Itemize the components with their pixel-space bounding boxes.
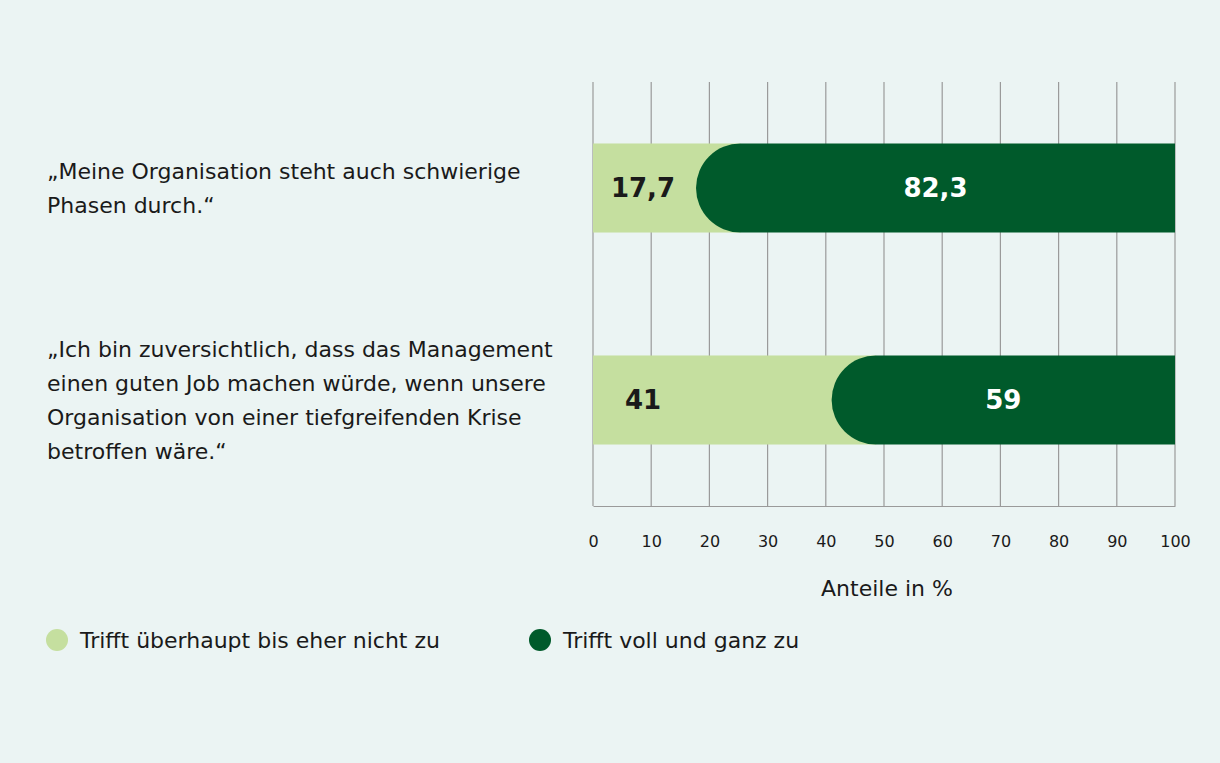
tick-label: 50	[874, 532, 894, 551]
tick: 20	[700, 506, 720, 551]
tick-label: 100	[1160, 532, 1191, 551]
x-axis: 0 10 20 30 40 50 60 70 80 90 100	[588, 506, 1190, 551]
tick: 80	[1049, 506, 1069, 551]
tick: 40	[816, 506, 836, 551]
axis-line	[594, 506, 1176, 507]
data-label: 82,3	[903, 173, 967, 203]
legend-label: Trifft überhaupt bis eher nicht zu	[79, 628, 440, 653]
tick: 90	[1107, 506, 1127, 551]
background	[0, 0, 1220, 763]
tick-label: 30	[758, 532, 778, 551]
tick-label: 70	[991, 532, 1011, 551]
data-labels: 17,7 82,3 41 59	[611, 173, 1021, 415]
legend-swatch	[529, 629, 551, 651]
data-label: 17,7	[611, 173, 675, 203]
legend-label: Trifft voll und ganz zu	[562, 628, 799, 653]
tick-label: 60	[933, 532, 953, 551]
bar-segment	[696, 143, 1175, 232]
tick-label: 90	[1107, 532, 1127, 551]
tick-label: 0	[588, 532, 598, 551]
tick-label: 80	[1049, 532, 1069, 551]
tick-label: 20	[700, 532, 720, 551]
tick: 70	[991, 506, 1011, 551]
grid	[593, 82, 1175, 506]
tick-label: 10	[642, 532, 662, 551]
axis-title: Anteile in %	[821, 576, 953, 601]
tick: 100	[1160, 506, 1191, 551]
category-label: „Ich bin zuversichtlich, dass das Manage…	[47, 337, 553, 464]
data-label: 59	[985, 385, 1021, 415]
legend: Trifft überhaupt bis eher nicht zu Trifft…	[46, 628, 799, 653]
chart: 17,7 82,3 41 59 0 10 20 30 40 50 60 70 80 90 100 Anteil…	[0, 0, 1220, 763]
tick: 0	[588, 506, 598, 551]
tick: 10	[642, 506, 662, 551]
data-label: 41	[625, 385, 661, 415]
tick: 30	[758, 506, 778, 551]
category-label: „Meine Organisation steht auch schwierig…	[47, 159, 521, 218]
tick: 50	[874, 506, 894, 551]
legend-item: Trifft voll und ganz zu	[529, 628, 799, 653]
tick-label: 40	[816, 532, 836, 551]
bars	[593, 143, 1175, 444]
legend-swatch	[46, 629, 68, 651]
bar-segment	[832, 355, 1175, 444]
tick: 60	[933, 506, 953, 551]
category-labels: „Meine Organisation steht auch schwierig…	[47, 159, 553, 464]
legend-item: Trifft überhaupt bis eher nicht zu	[46, 628, 440, 653]
